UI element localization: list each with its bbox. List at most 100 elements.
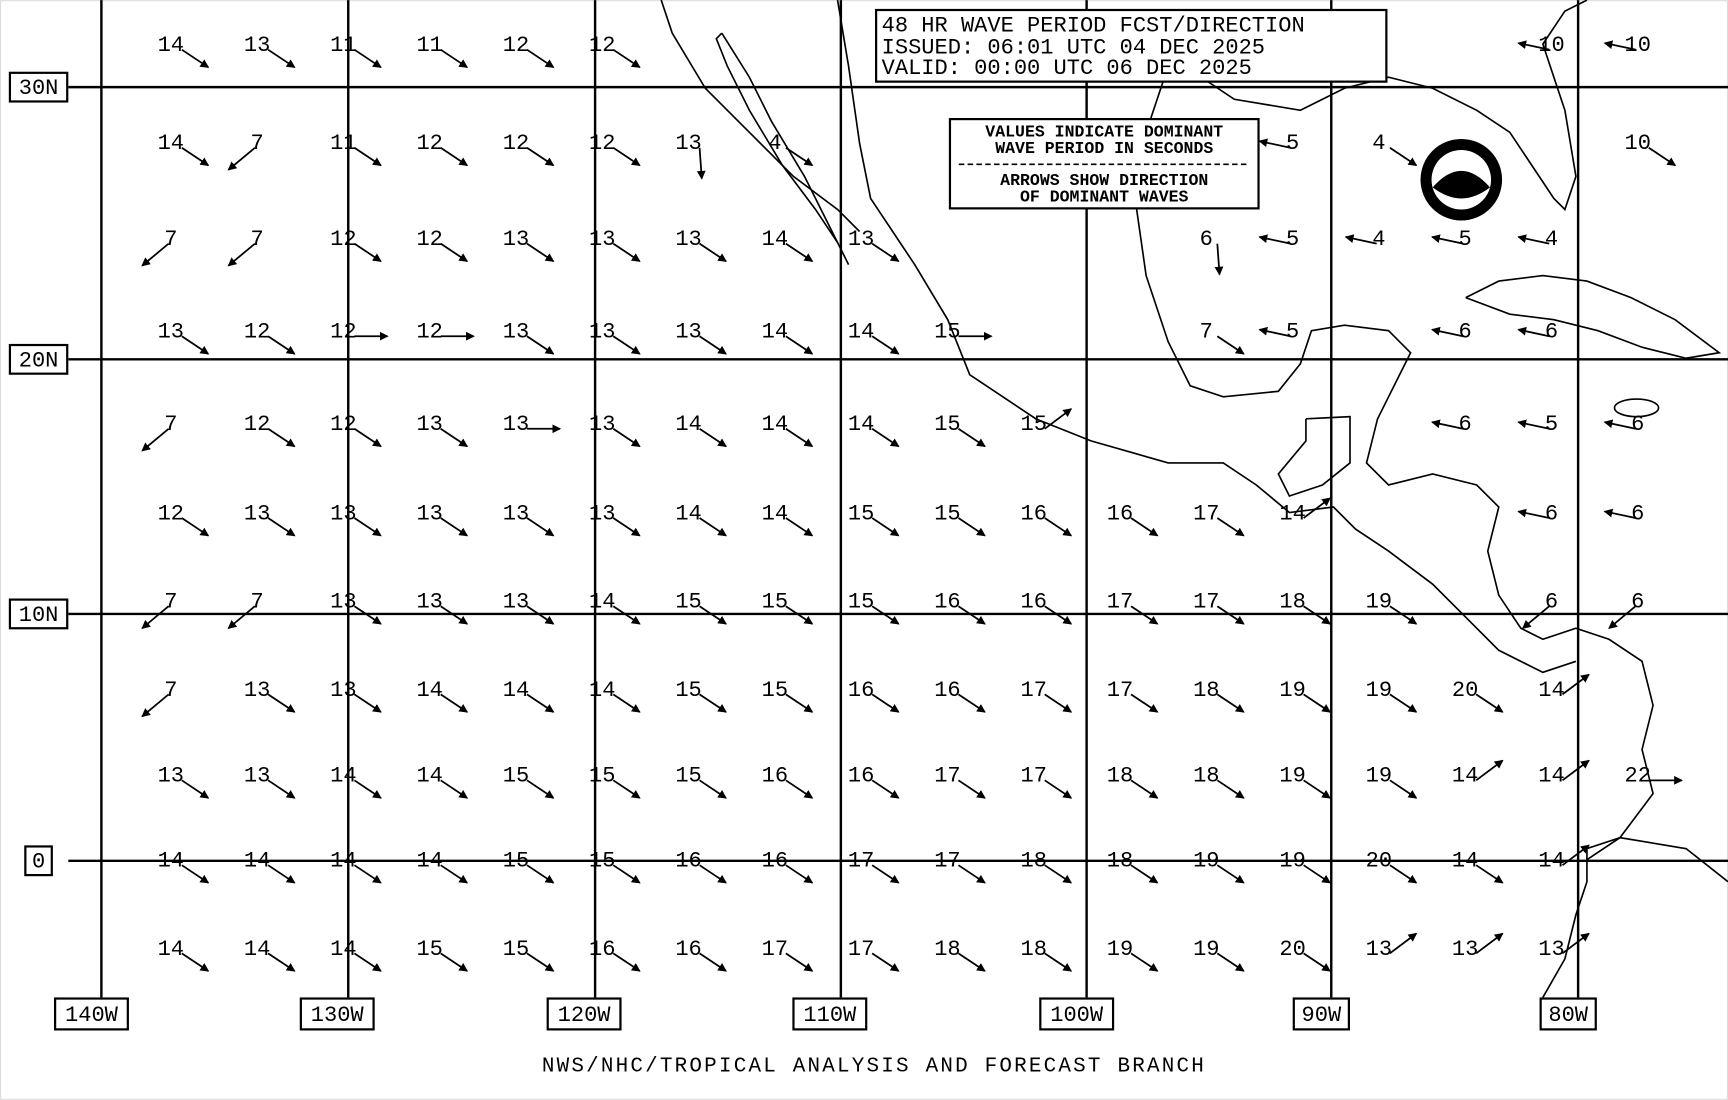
label-box: [299, 997, 375, 1031]
wave-period: 18: [1279, 590, 1305, 615]
wave-period: 14: [762, 501, 788, 526]
wave-period: 14: [848, 412, 874, 437]
coastlines: [660, 0, 1728, 998]
wave-arrow: [1475, 693, 1504, 713]
wave-arrow: [1344, 234, 1377, 245]
wave-arrow: [871, 242, 900, 262]
wave-arrow: [1475, 759, 1504, 782]
graticule: [68, 0, 1728, 998]
coast: [1465, 274, 1722, 360]
wave-arrow: [871, 952, 900, 972]
wave-arrow: [699, 428, 727, 448]
wave-period: 19: [1279, 678, 1305, 703]
lon-label: 140W: [65, 1003, 119, 1028]
wave-period: 19: [1193, 937, 1219, 962]
wave-period: 19: [1366, 764, 1392, 789]
wave-arrow: [440, 779, 469, 799]
wave-period: 19: [1279, 764, 1305, 789]
wave-arrow: [785, 147, 814, 167]
wave-arrow: [1216, 779, 1245, 799]
wave-arrow: [440, 952, 469, 972]
wave-arrow: [1044, 779, 1073, 799]
wave-period: 15: [762, 678, 788, 703]
wave-arrow: [526, 48, 555, 69]
wave-arrow: [526, 242, 555, 262]
wave-period: 14: [503, 678, 529, 703]
wave-arrow: [353, 779, 382, 799]
wave-period: 13: [503, 501, 529, 526]
wave-period: 15: [848, 590, 874, 615]
lon-labels: 140W 130W 120W 110W 100W 90W 80W: [54, 997, 1597, 1031]
wave-period: 15: [503, 937, 529, 962]
wave-arrow: [353, 952, 382, 972]
wave-period: 13: [330, 590, 356, 615]
wave-arrow: [612, 864, 641, 884]
wave-arrow: [267, 428, 296, 448]
wave-period: 7: [164, 227, 177, 252]
wave-period: 5: [1459, 227, 1472, 252]
wave-arrow: [1216, 952, 1245, 972]
wave-period: 18: [1107, 764, 1133, 789]
wave-arrow: [1431, 419, 1464, 430]
wave-period: 13: [503, 590, 529, 615]
wave-period: 13: [416, 590, 442, 615]
wave-arrow: [1389, 605, 1418, 625]
wave-arrow: [612, 517, 641, 537]
wave-arrow: [1608, 605, 1637, 629]
wave-period: 14: [1452, 849, 1478, 874]
wave-arrow: [785, 779, 814, 799]
wave-arrow: [1389, 693, 1418, 713]
wave-arrow: [871, 693, 900, 713]
wave-period: 15: [589, 849, 615, 874]
wave-period: 13: [416, 412, 442, 437]
wave-period: 16: [1020, 590, 1046, 615]
wave-arrow: [1130, 605, 1159, 625]
wave-period: 16: [1107, 501, 1133, 526]
lon-label: 100W: [1050, 1003, 1104, 1028]
wave-period: 15: [503, 764, 529, 789]
lat-label: 10N: [19, 603, 59, 628]
wave-period: 13: [675, 320, 701, 345]
wave-period: 18: [1107, 849, 1133, 874]
wave-period: 17: [934, 764, 960, 789]
wave-period: 15: [934, 320, 960, 345]
wave-period: 5: [1286, 320, 1299, 345]
wave-arrow: [612, 242, 641, 262]
wave-arrow: [1044, 693, 1073, 713]
wave-period: 15: [589, 764, 615, 789]
label-box: [1539, 997, 1597, 1031]
wave-arrow: [1648, 147, 1677, 167]
wave-arrow: [181, 864, 210, 884]
note-line: OF DOMINANT WAVES: [1020, 188, 1189, 207]
wave-arrow: [785, 517, 814, 537]
wave-period: 7: [164, 412, 177, 437]
wave-arrow: [699, 693, 727, 713]
wave-period: 13: [244, 764, 270, 789]
wave-arrow: [227, 147, 256, 171]
wave-period: 15: [675, 764, 701, 789]
wave-arrow: [871, 605, 900, 625]
wave-period: 14: [1538, 764, 1564, 789]
wave-arrow: [526, 147, 555, 167]
wave-period: 13: [589, 501, 615, 526]
wave-arrow: [1603, 508, 1636, 519]
wave-period: 6: [1545, 320, 1558, 345]
wave-arrow: [1517, 508, 1550, 519]
wave-arrow: [181, 779, 210, 799]
wave-period: 7: [164, 678, 177, 703]
wave-period: 11: [416, 33, 442, 58]
wave-period: 13: [158, 764, 184, 789]
wave-arrow: [181, 48, 210, 69]
wave-arrow: [1216, 335, 1245, 355]
wave-period: 4: [1372, 131, 1385, 156]
wave-period: 16: [934, 590, 960, 615]
wave-arrow: [871, 779, 900, 799]
wave-arrow: [957, 779, 986, 799]
wave-period: 20: [1366, 849, 1392, 874]
lon-label: 130W: [311, 1003, 365, 1028]
wave-arrow: [227, 605, 256, 629]
wave-period: 16: [1020, 501, 1046, 526]
wave-period: 16: [848, 678, 874, 703]
wave-arrow: [267, 48, 296, 69]
label-box: [8, 71, 69, 103]
